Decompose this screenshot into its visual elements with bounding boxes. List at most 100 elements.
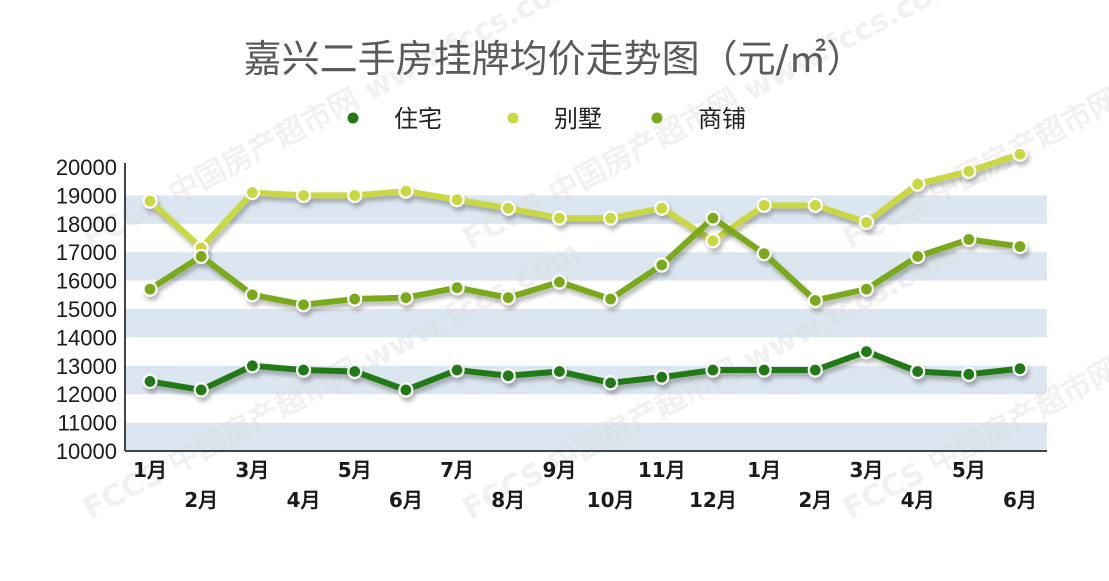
data-point [602, 375, 619, 391]
series-0 [142, 344, 1028, 398]
data-point [295, 187, 312, 203]
x-tick-label: 2月 [184, 488, 218, 512]
data-point [654, 200, 670, 216]
data-point [449, 362, 465, 378]
data-point [961, 366, 977, 382]
x-tick-label: 10月 [587, 488, 635, 512]
legend-swatch-marker [649, 110, 665, 126]
data-point [910, 363, 926, 380]
data-point [756, 246, 772, 262]
data-point [705, 210, 721, 226]
y-tick-label: 10000 [56, 439, 117, 464]
data-point [551, 210, 568, 226]
x-tick-label: 4月 [287, 488, 321, 512]
data-point [654, 369, 670, 385]
legend-item: 商铺 [623, 105, 746, 133]
y-tick-label: 15000 [56, 297, 117, 322]
data-point [449, 280, 465, 296]
data-point [500, 368, 516, 384]
data-point [807, 292, 823, 309]
data-point [858, 344, 875, 360]
y-tick-label: 16000 [56, 269, 117, 294]
data-point [347, 291, 363, 307]
y-tick-label: 20000 [56, 155, 117, 180]
data-point [807, 197, 823, 213]
data-point [347, 363, 363, 380]
x-tick-label: 3月 [235, 458, 269, 482]
series-line [147, 215, 1023, 308]
series-layer [142, 146, 1028, 398]
y-tick-label: 17000 [56, 240, 117, 265]
data-point [1012, 146, 1028, 162]
x-tick-label: 2月 [798, 488, 832, 512]
x-tick-label: 6月 [1003, 488, 1037, 512]
y-tick-label: 12000 [56, 382, 117, 407]
legend-swatch-marker [345, 110, 361, 126]
x-tick-label: 5月 [952, 458, 986, 482]
data-point [193, 248, 209, 265]
x-tick-label: 5月 [338, 458, 372, 482]
data-point [551, 274, 568, 290]
data-point [244, 184, 260, 201]
legend-label: 住宅 [394, 105, 442, 133]
data-point [602, 291, 619, 307]
y-tick-label: 19000 [56, 183, 117, 208]
data-point [398, 290, 414, 306]
x-tick-label: 6月 [389, 488, 423, 512]
data-point [193, 382, 209, 398]
data-point [142, 281, 158, 297]
x-tick-label: 4月 [901, 488, 935, 512]
data-point [142, 193, 158, 209]
legend: 住宅 别墅 商铺 [319, 105, 746, 133]
data-point [705, 362, 721, 378]
y-axis-ticks: 10000 11000 12000 13000 14000 15000 16000 17000… [56, 155, 117, 464]
data-point [654, 257, 670, 273]
data-point [858, 214, 875, 230]
data-point [551, 363, 568, 380]
y-tick-label: 13000 [56, 354, 117, 379]
data-point [398, 183, 414, 199]
grid-band [125, 422, 1047, 451]
legend-item: 别墅 [479, 105, 602, 133]
data-point [295, 297, 312, 313]
data-point [500, 200, 516, 216]
x-tick-label: 9月 [542, 458, 576, 482]
data-point [910, 176, 926, 192]
legend-label: 别墅 [554, 105, 602, 133]
x-tick-label: 1月 [133, 458, 167, 482]
data-point [705, 233, 721, 249]
data-point [602, 210, 619, 226]
axes [124, 163, 1047, 452]
grid-band [125, 309, 1047, 338]
y-tick-label: 11000 [57, 411, 117, 436]
x-tick-label: 12月 [689, 488, 737, 512]
y-tick-label: 14000 [56, 325, 117, 350]
series-line [147, 151, 1023, 251]
data-point [961, 163, 977, 179]
legend-swatch-marker [505, 110, 521, 126]
data-point [244, 358, 260, 374]
data-point [244, 287, 260, 303]
data-point [500, 290, 516, 306]
data-point [756, 362, 772, 378]
grid-band [125, 252, 1047, 281]
series-2 [142, 210, 1028, 313]
data-point [858, 281, 875, 297]
data-point [1012, 361, 1028, 377]
x-tick-label: 11月 [638, 458, 686, 482]
series-1 [142, 146, 1028, 256]
x-tick-label: 7月 [440, 458, 474, 482]
series-line [147, 348, 1023, 393]
legend-label: 商铺 [698, 105, 746, 133]
data-point [347, 187, 363, 203]
y-tick-label: 18000 [56, 212, 117, 237]
x-tick-label: 8月 [491, 488, 525, 512]
data-point [295, 362, 312, 378]
x-tick-label: 3月 [850, 458, 884, 482]
data-point [449, 192, 465, 208]
chart-title: 嘉兴二手房挂牌均价走势图（元/㎡） [244, 37, 865, 81]
data-point [910, 248, 926, 265]
